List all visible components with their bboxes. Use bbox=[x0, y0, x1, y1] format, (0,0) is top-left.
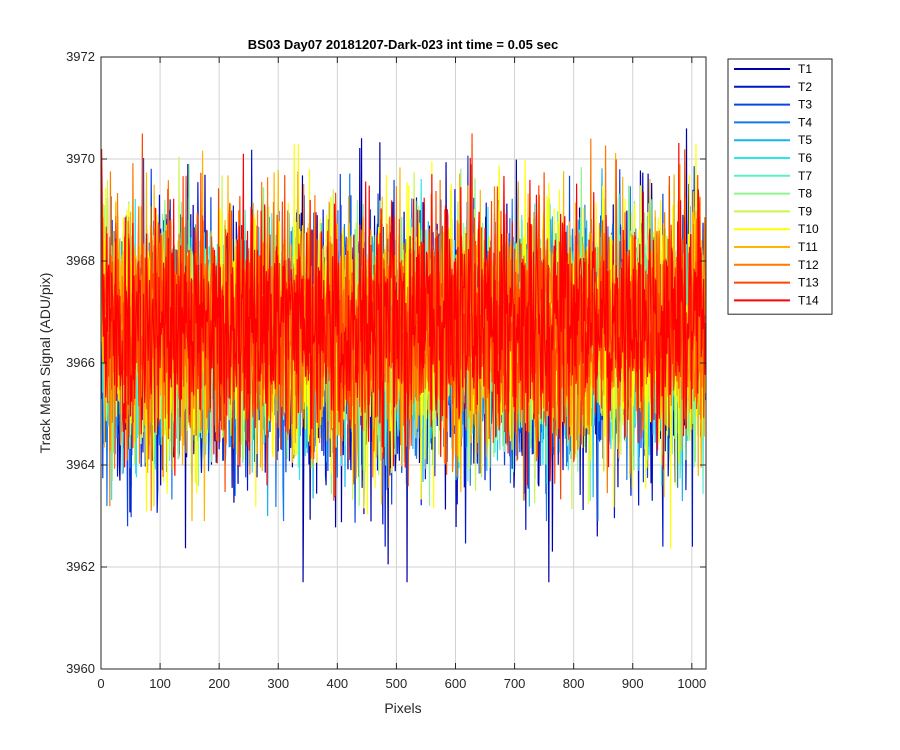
x-tick-label: 100 bbox=[149, 676, 171, 691]
x-tick-label: 900 bbox=[622, 676, 644, 691]
legend-label-t7: T7 bbox=[798, 169, 812, 183]
legend-label-t2: T2 bbox=[798, 80, 812, 94]
legend-label-t11: T11 bbox=[798, 240, 818, 254]
x-tick-label: 800 bbox=[563, 676, 585, 691]
y-tick-label: 3962 bbox=[66, 559, 95, 574]
x-tick-label: 400 bbox=[326, 676, 348, 691]
legend-box bbox=[727, 58, 833, 315]
x-tick-label: 0 bbox=[97, 676, 104, 691]
x-tick-label: 300 bbox=[267, 676, 289, 691]
legend-label-t10: T10 bbox=[798, 222, 819, 236]
legend-label-t6: T6 bbox=[798, 151, 812, 165]
y-tick-label: 3968 bbox=[66, 253, 95, 268]
y-tick-label: 3970 bbox=[66, 151, 95, 166]
legend-label-t9: T9 bbox=[798, 204, 812, 218]
legend-label-t5: T5 bbox=[798, 133, 812, 147]
y-axis-label: Track Mean Signal (ADU/pix) bbox=[37, 273, 53, 454]
legend-label-t3: T3 bbox=[798, 98, 812, 112]
y-tick-label: 3960 bbox=[66, 661, 95, 676]
series-group bbox=[101, 128, 706, 583]
legend-label-t8: T8 bbox=[798, 187, 812, 201]
y-tick-label: 3972 bbox=[66, 49, 95, 64]
x-tick-label: 700 bbox=[504, 676, 526, 691]
x-tick-label: 1000 bbox=[677, 676, 706, 691]
chart-title: BS03 Day07 20181207-Dark-023 int time = … bbox=[248, 37, 558, 52]
legend-label-t4: T4 bbox=[798, 115, 812, 129]
legend-label-t1: T1 bbox=[798, 62, 812, 76]
x-axis-label: Pixels bbox=[384, 700, 421, 716]
ticks: 0 100 200 300 400 500 600 700 800 900 1000 3960 3962… bbox=[66, 49, 706, 691]
y-tick-label: 3964 bbox=[66, 457, 95, 472]
series-line-t14 bbox=[101, 143, 706, 486]
x-tick-label: 600 bbox=[445, 676, 467, 691]
legend-label-t14: T14 bbox=[798, 293, 819, 307]
legend[interactable]: T1 T2 T3 T4 T5 T6 T7 T8 T9 T10 T11 T12 T13 T14 bbox=[727, 58, 833, 315]
legend-label-t13: T13 bbox=[798, 276, 819, 290]
x-tick-label: 200 bbox=[208, 676, 230, 691]
y-tick-label: 3966 bbox=[66, 355, 95, 370]
x-tick-label: 500 bbox=[386, 676, 408, 691]
legend-label-t12: T12 bbox=[798, 258, 819, 272]
